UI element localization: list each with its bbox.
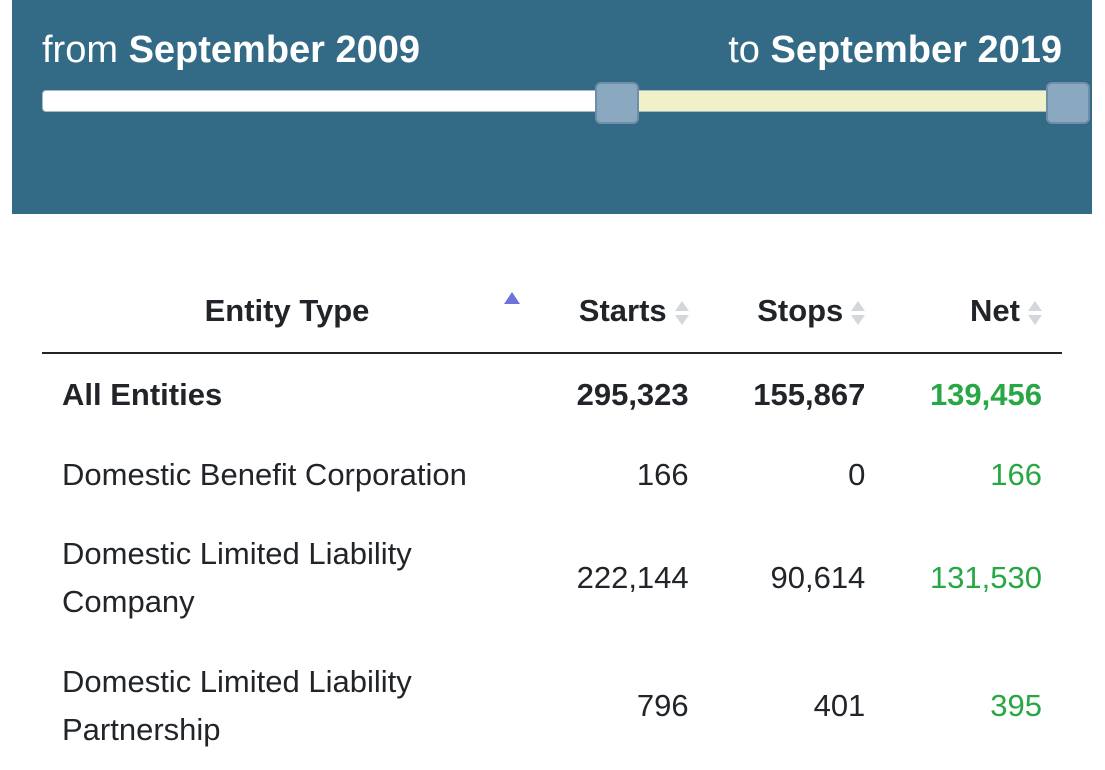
date-range-filter: from September 2009 to September 2019 (12, 0, 1092, 214)
sort-icon (1028, 297, 1042, 329)
table-row: Domestic Limited Liability Partnership 7… (42, 642, 1062, 770)
column-header-net[interactable]: Net (885, 270, 1062, 354)
column-header-entity-type[interactable]: Entity Type (42, 270, 532, 354)
stops-cell: 90,614 (770, 560, 866, 595)
entity-type-cell: Domestic Limited Liability Company (62, 536, 412, 619)
starts-cell: 796 (636, 688, 689, 723)
range-to-prefix: to (728, 29, 760, 71)
column-header-net-label: Net (970, 293, 1020, 328)
entity-type-cell: Domestic Benefit Corporation (62, 457, 467, 492)
date-range-slider-track[interactable] (42, 90, 1083, 112)
range-to-label: to September 2019 (728, 28, 1062, 72)
range-from-value: September 2009 (128, 29, 421, 71)
date-range-end-handle[interactable] (1046, 82, 1090, 124)
sort-ascending-icon (504, 292, 520, 304)
net-cell: 166 (990, 457, 1042, 492)
column-header-entity-type-label: Entity Type (204, 293, 370, 328)
entity-type-cell: Domestic Limited Liability Partnership (62, 664, 412, 747)
stops-cell: 155,867 (753, 377, 866, 412)
starts-cell: 166 (636, 457, 689, 492)
net-cell: 131,530 (929, 560, 1042, 595)
table-row: Domestic Benefit Corporation 166 0 166 (42, 436, 1062, 514)
range-to-value: September 2019 (770, 29, 1063, 71)
sort-icon (851, 297, 866, 329)
stops-cell: 401 (813, 688, 866, 723)
range-from-label: from September 2009 (42, 28, 420, 72)
entity-stats-table: Entity Type Starts Stops Net All Entitie… (42, 270, 1062, 770)
table-row: Domestic Limited Liability Company 222,1… (42, 514, 1062, 642)
date-range-slider-selection (618, 91, 1083, 111)
sort-icon (674, 297, 689, 329)
starts-cell: 295,323 (576, 377, 689, 412)
column-header-stops-label: Stops (757, 293, 844, 328)
entity-type-cell: All Entities (62, 377, 223, 412)
range-from-prefix: from (42, 29, 118, 71)
column-header-stops[interactable]: Stops (708, 270, 886, 354)
net-cell: 139,456 (929, 377, 1042, 412)
stops-cell: 0 (848, 457, 866, 492)
table-row-all-entities: All Entities 295,323 155,867 139,456 (42, 353, 1062, 436)
column-header-starts-label: Starts (578, 293, 667, 328)
net-cell: 395 (990, 688, 1042, 723)
column-header-starts[interactable]: Starts (532, 270, 709, 354)
starts-cell: 222,144 (576, 560, 689, 595)
table-header-row: Entity Type Starts Stops Net (42, 270, 1062, 354)
date-range-start-handle[interactable] (595, 82, 640, 124)
